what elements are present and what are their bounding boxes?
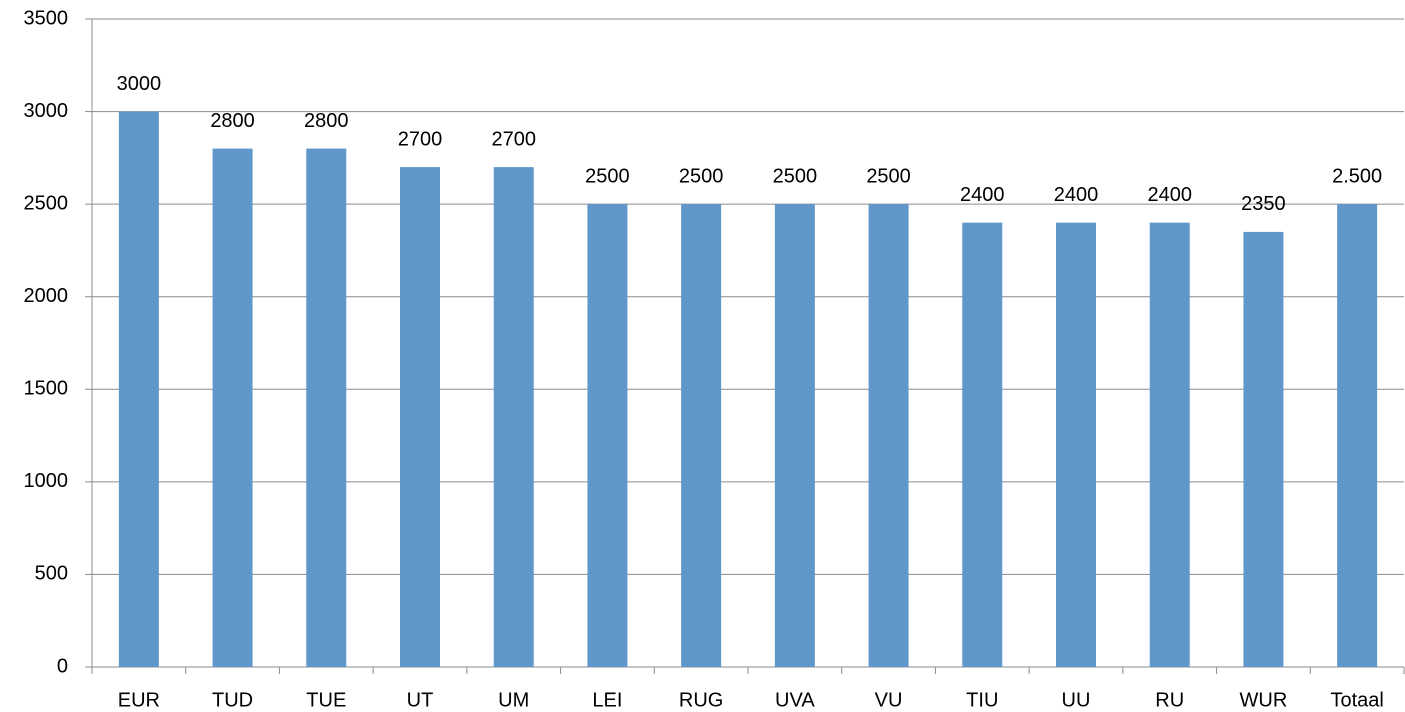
- data-label: 2500: [866, 165, 911, 187]
- bar: [962, 222, 1003, 667]
- x-tick-label: UT: [407, 689, 434, 711]
- x-tick-label: EUR: [118, 689, 160, 711]
- bar: [212, 148, 253, 668]
- x-tick-label: VU: [875, 689, 903, 711]
- bar: [1056, 222, 1096, 667]
- bar: [1243, 231, 1284, 667]
- bar: [1337, 204, 1378, 667]
- bar: [118, 111, 159, 668]
- y-tick-label: 2000: [24, 285, 69, 307]
- x-tick-label: Totaal: [1330, 689, 1383, 711]
- data-label: 2700: [491, 128, 536, 150]
- y-tick-label: 1000: [24, 470, 69, 492]
- data-label: 3000: [117, 73, 162, 95]
- bar: [400, 167, 440, 667]
- data-label: 2.500: [1332, 165, 1382, 187]
- bar: [774, 204, 815, 667]
- data-label: 2400: [1147, 184, 1192, 206]
- y-tick-label: 3000: [24, 100, 69, 122]
- x-tick-label: UU: [1062, 689, 1091, 711]
- y-tick-label: 500: [35, 563, 68, 585]
- x-tick-label: UM: [498, 689, 529, 711]
- y-tick-label: 0: [57, 655, 68, 677]
- y-tick-label: 3500: [24, 7, 69, 29]
- data-label: 2400: [1054, 184, 1099, 206]
- data-label: 2500: [679, 165, 724, 187]
- bar: [681, 204, 722, 667]
- data-label: 2800: [210, 110, 255, 132]
- data-label: 2800: [304, 110, 349, 132]
- bar: [493, 167, 534, 667]
- x-tick-label: TUE: [306, 689, 346, 711]
- data-label: 2500: [585, 165, 630, 187]
- x-tick-label: RUG: [679, 689, 723, 711]
- data-label: 2500: [773, 165, 818, 187]
- y-tick-label: 1500: [24, 378, 69, 400]
- data-label: 2350: [1241, 193, 1286, 215]
- data-label: 2400: [960, 184, 1005, 206]
- x-tick-label: RU: [1155, 689, 1184, 711]
- x-tick-label: LEI: [592, 689, 622, 711]
- x-tick-label: UVA: [775, 689, 815, 711]
- bar: [868, 204, 909, 667]
- bar: [587, 204, 628, 667]
- x-tick-label: TUD: [212, 689, 253, 711]
- bar: [1149, 222, 1190, 667]
- data-label: 2700: [398, 128, 443, 150]
- x-tick-label: WUR: [1240, 689, 1288, 711]
- y-tick-label: 2500: [24, 192, 69, 214]
- x-tick-label: TIU: [966, 689, 998, 711]
- bar: [306, 148, 347, 668]
